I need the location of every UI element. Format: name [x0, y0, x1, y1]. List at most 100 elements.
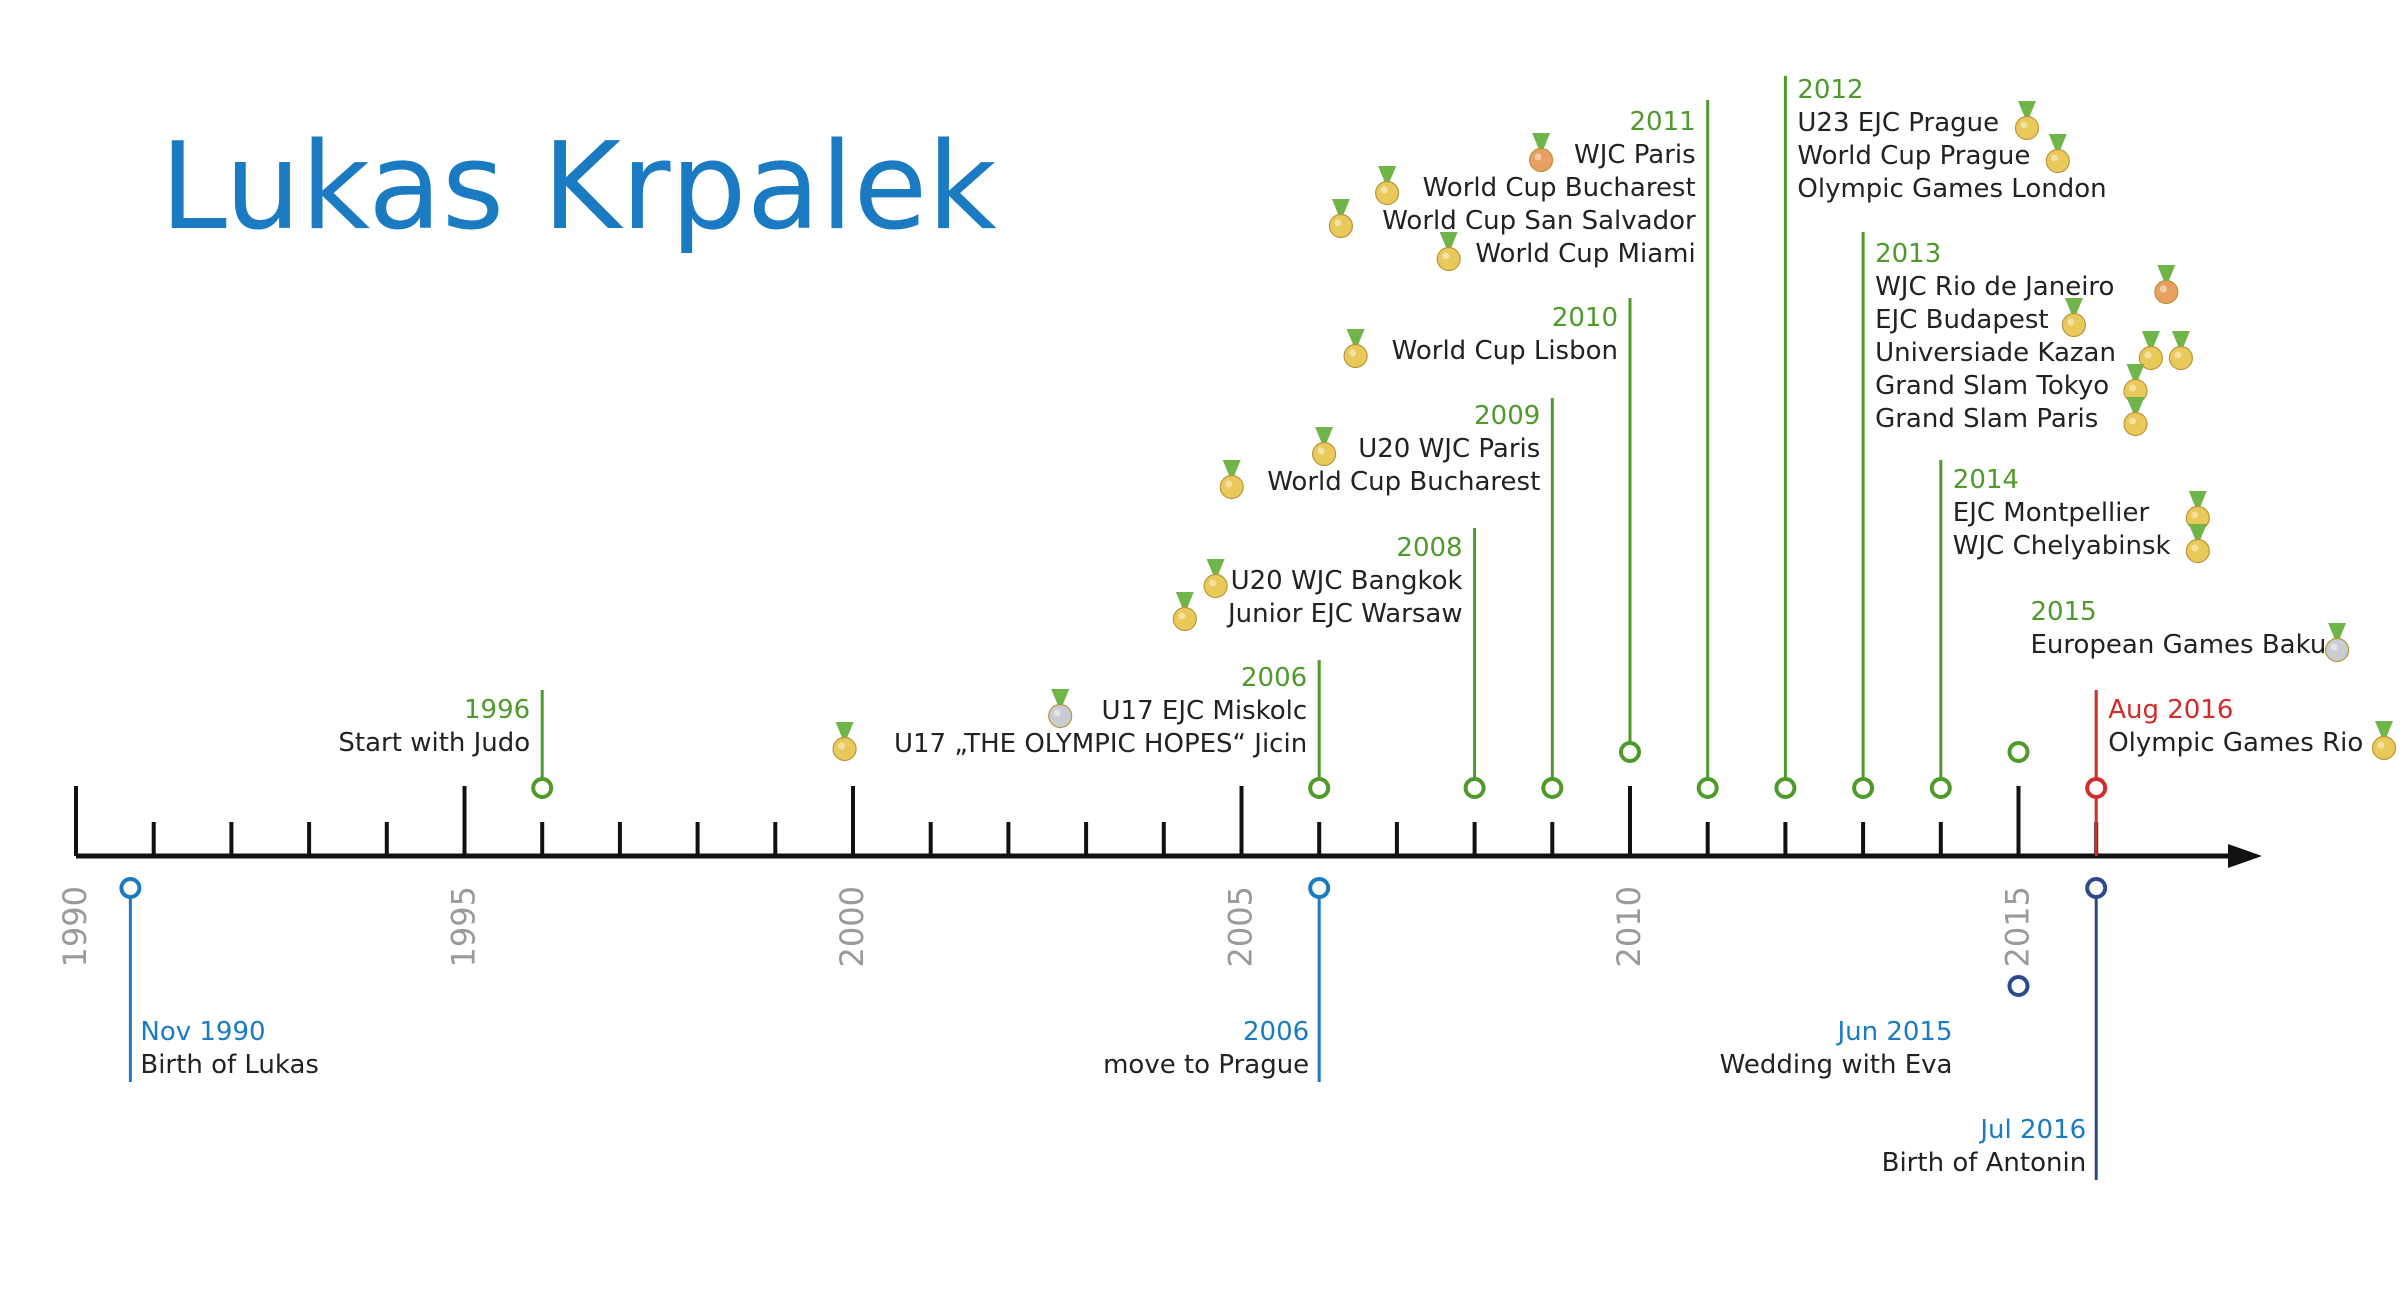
axis-tick-label: 2005: [1222, 886, 1260, 967]
gold-medal-icon: [2138, 331, 2163, 371]
career-event-marker: [531, 777, 554, 799]
career-event-year: 2013: [1875, 239, 1941, 269]
bronze-medal-icon: [2154, 265, 2179, 305]
career-event-label: WJC Paris: [1574, 140, 1696, 170]
gold-medal-icon: [2371, 721, 2397, 761]
career-event-label: U20 WJC Bangkok: [1231, 566, 1463, 596]
career-event-year: Aug 2016: [2108, 695, 2233, 725]
career-event-label: World Cup Prague: [1797, 141, 2030, 171]
personal-event-label: move to Prague: [1103, 1050, 1309, 1080]
gold-medal-icon: [2014, 101, 2040, 141]
timeline-axis: 1990 1995 2000 2005 2010 2015: [56, 786, 2262, 967]
axis-tick-label: 2015: [1999, 886, 2037, 967]
axis-tick-label: 1995: [445, 886, 483, 967]
career-event-label: Universiade Kazan: [1875, 338, 2116, 368]
career-event-year: 2008: [1396, 533, 1462, 563]
personal-event-marker: [2085, 877, 2108, 899]
career-event-label: World Cup Miami: [1475, 239, 1695, 269]
career-event-marker: [1541, 777, 1564, 799]
silver-medal-icon: [1048, 689, 1073, 729]
gold-medal-icon: [1311, 427, 1337, 467]
silver-medal-icon: [2325, 623, 2350, 663]
gold-medal-icon: [1219, 460, 1244, 500]
career-event-label: World Cup Bucharest: [1423, 173, 1696, 203]
axis-arrow-icon: [2228, 844, 2262, 868]
gold-medal-icon: [2185, 524, 2210, 564]
career-event-marker: [1852, 777, 1875, 799]
career-event-marker: [2085, 777, 2108, 799]
page-title: Lukas Krpalek: [160, 118, 997, 257]
career-event-year: 2009: [1474, 401, 1540, 431]
gold-medal-icon: [2168, 331, 2193, 371]
personal-event-label: Birth of Antonin: [1882, 1148, 2087, 1178]
career-event-label: U20 WJC Paris: [1358, 434, 1540, 464]
gold-medal-icon: [1343, 329, 1368, 369]
career-event-marker: [1463, 777, 1486, 799]
personal-event-date: Nov 1990: [140, 1017, 265, 1047]
career-event-year: 2015: [2031, 597, 2097, 627]
gold-medal-icon: [1436, 232, 1461, 272]
career-event-label: Start with Judo: [338, 728, 530, 758]
gold-medal-icon: [1203, 559, 1228, 599]
personal-event-date: Jun 2015: [1835, 1017, 1952, 1047]
career-event-label: Junior EJC Warsaw: [1226, 599, 1463, 629]
career-event-label: World Cup Bucharest: [1267, 467, 1540, 497]
personal-event-label: Birth of Lukas: [140, 1050, 319, 1080]
gold-medal-icon: [2123, 397, 2148, 437]
career-event-label: World Cup Lisbon: [1392, 336, 1618, 366]
gold-medal-icon: [2123, 364, 2148, 404]
gold-medal-icon: [2185, 491, 2210, 531]
career-event-year: 2012: [1797, 75, 1863, 105]
career-event-label: Olympic Games London: [1797, 174, 2106, 204]
career-event-year: 2014: [1953, 465, 2019, 495]
gold-medal-icon: [1172, 592, 1197, 632]
gold-medal-icon: [1374, 166, 1400, 206]
career-event-year: 1996: [464, 695, 530, 725]
personal-event-marker: [1308, 877, 1331, 899]
bronze-medal-icon: [1528, 133, 1554, 173]
career-event-label: Grand Slam Tokyo: [1875, 371, 2109, 401]
gold-medal-icon: [832, 722, 857, 762]
personal-event-date: 2006: [1243, 1017, 1309, 1047]
personal-event-marker: [119, 877, 142, 899]
career-event-marker: [1774, 777, 1797, 799]
personal-event-date: Jul 2016: [1978, 1115, 2086, 1145]
gold-medal-icon: [1328, 199, 1354, 239]
axis-tick-label: 2010: [1610, 886, 1648, 967]
career-event-label: EJC Montpellier: [1953, 498, 2150, 528]
career-event-marker: [1696, 777, 1719, 799]
career-event-label: World Cup San Salvador: [1382, 206, 1696, 236]
personal-event-label: Wedding with Eva: [1720, 1050, 1953, 1080]
career-event-year: 2010: [1552, 303, 1618, 333]
career-event-label: WJC Rio de Janeiro: [1875, 272, 2114, 302]
career-event-marker: [1929, 777, 1952, 799]
personal-event-marker: [2007, 975, 2030, 997]
career-event-year: 2011: [1630, 107, 1696, 137]
career-event-label: U17 „THE OLYMPIC HOPES“ Jicin: [894, 729, 1307, 759]
career-event-label: U23 EJC Prague: [1797, 108, 1999, 138]
career-event-label: U17 EJC Miskolc: [1102, 696, 1308, 726]
gold-medal-icon: [2045, 134, 2070, 174]
career-event-marker: [2007, 741, 2030, 763]
career-event-label: Grand Slam Paris: [1875, 404, 2098, 434]
career-event-label: WJC Chelyabinsk: [1953, 531, 2171, 561]
gold-medal-icon: [2061, 298, 2086, 338]
